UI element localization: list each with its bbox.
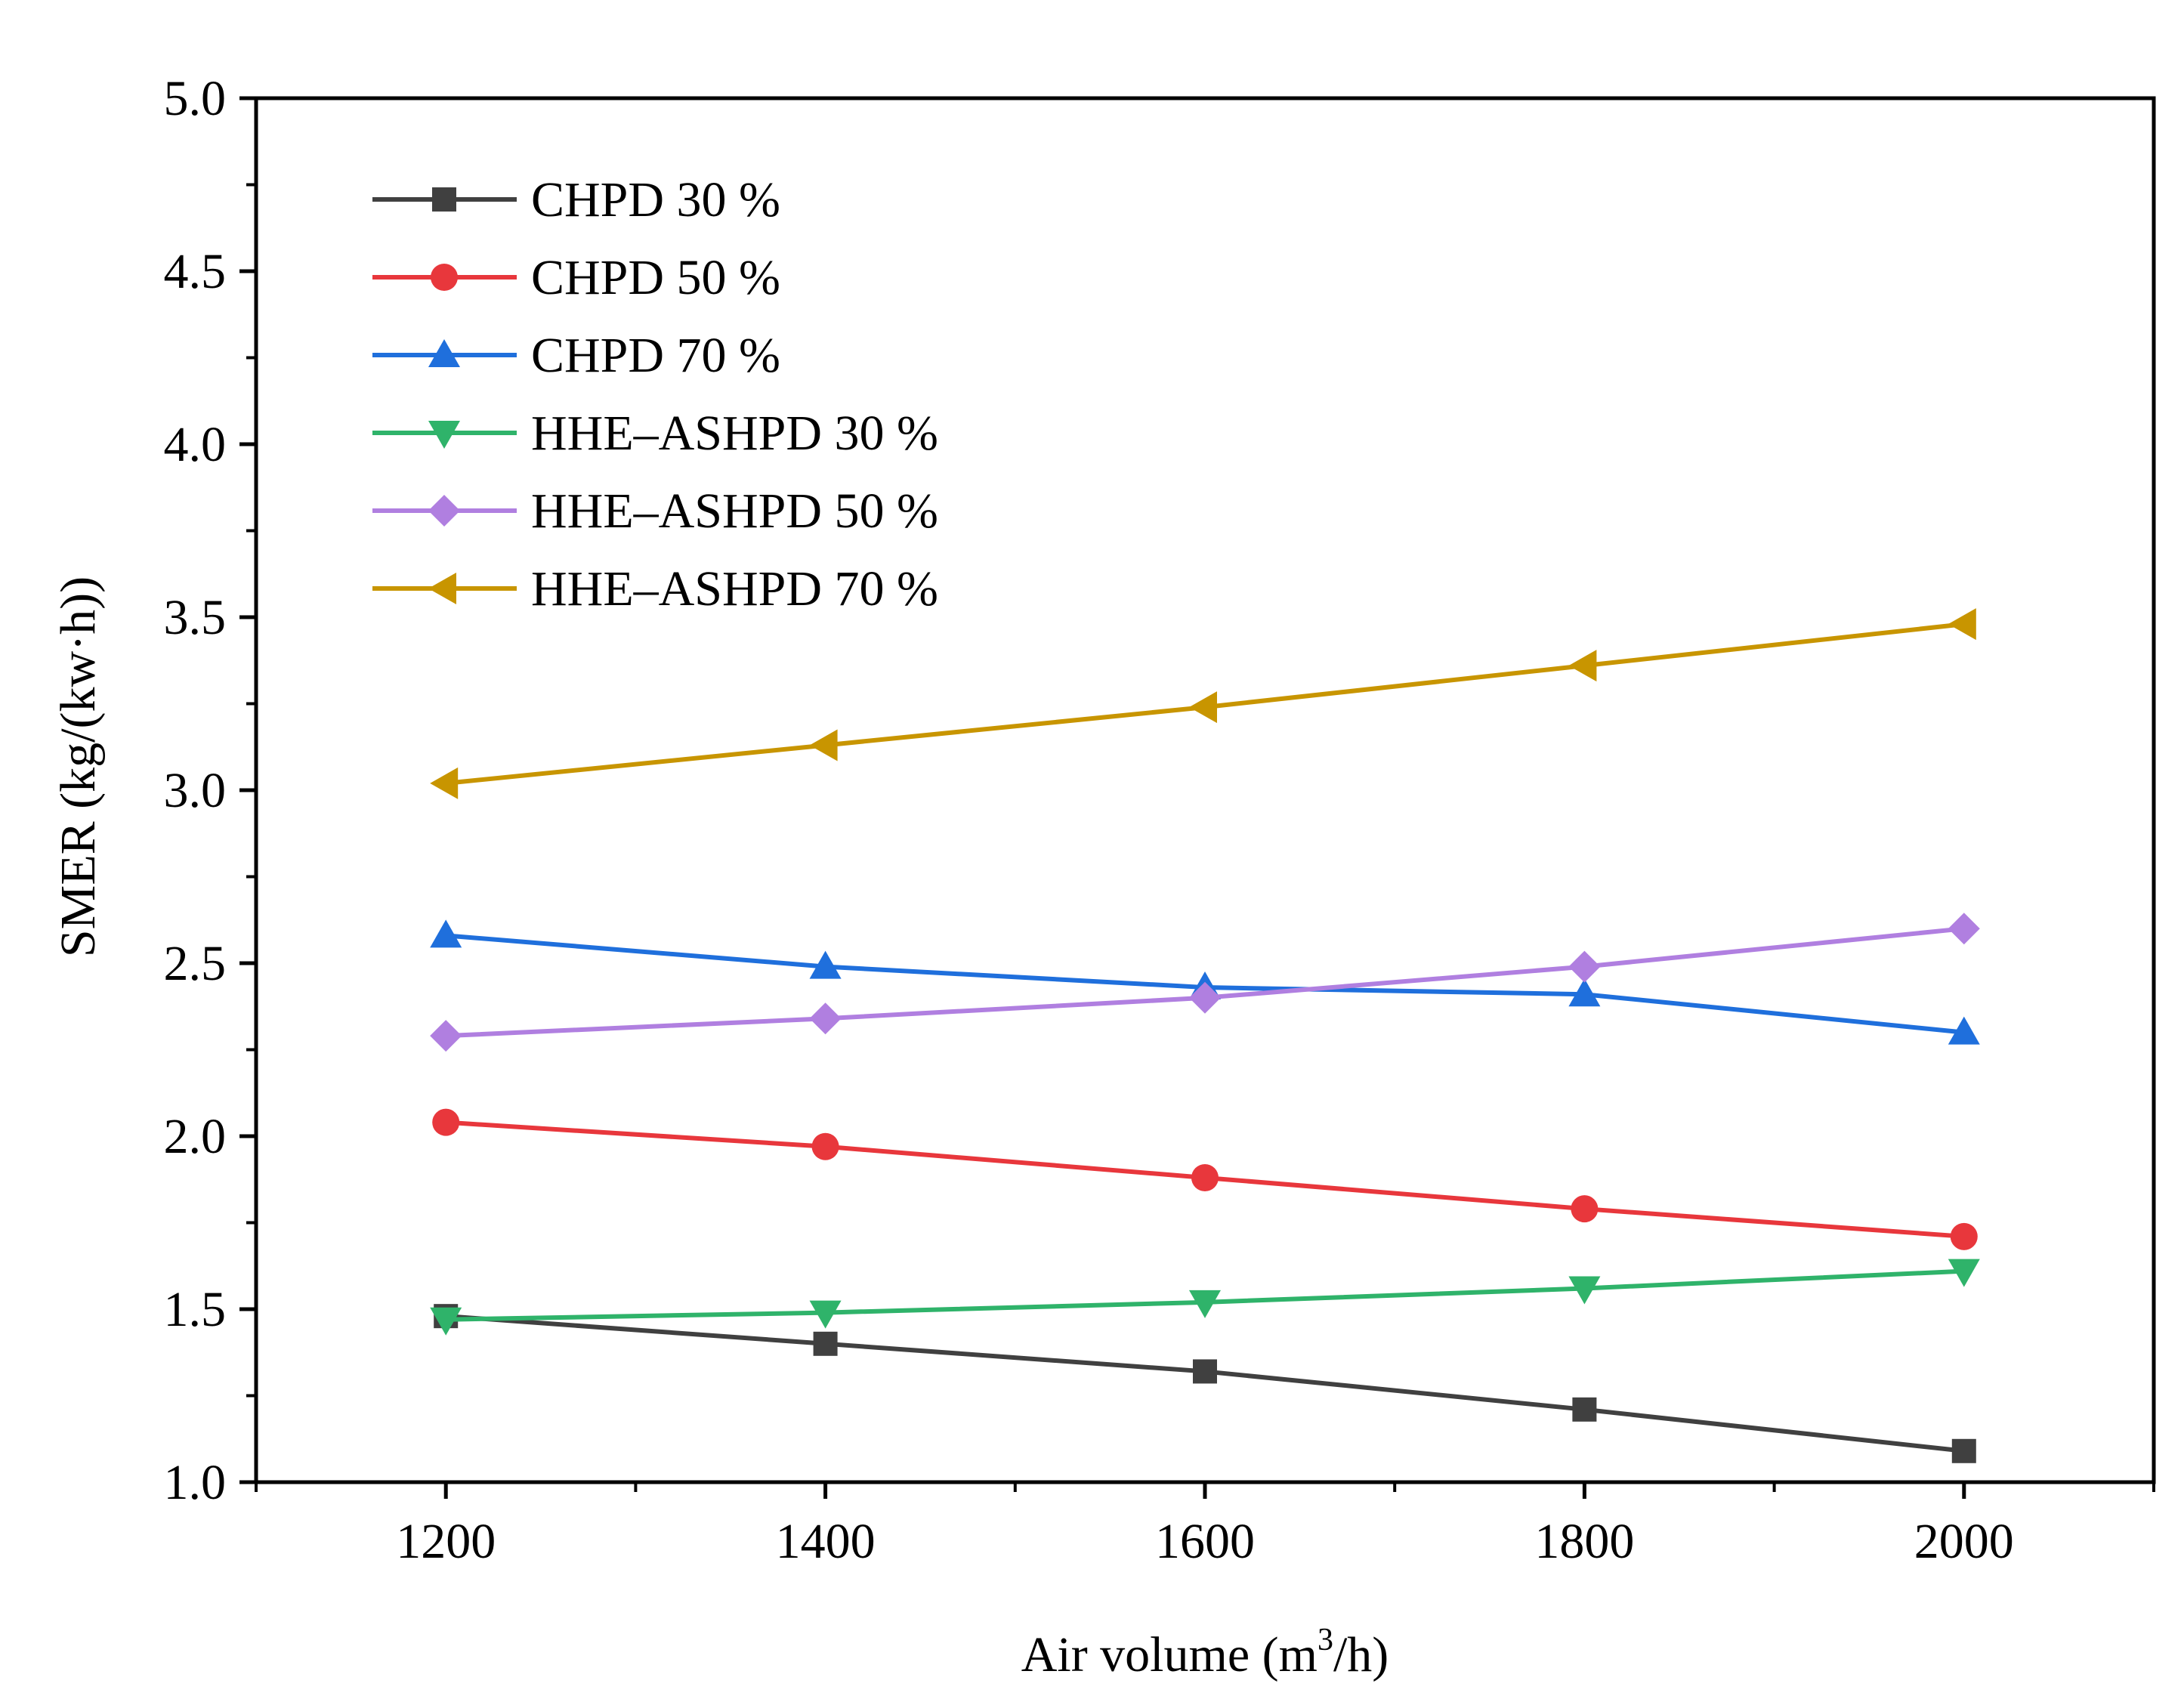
y-tick-label: 2.5: [164, 936, 227, 991]
legend-label: CHPD 30 %: [531, 172, 780, 227]
data-point: [1948, 913, 1980, 945]
x-axis-title: Air volume (m3/h): [1021, 1623, 1389, 1682]
legend-label: CHPD 50 %: [531, 250, 780, 305]
x-tick-label: 1200: [396, 1514, 496, 1569]
data-point: [1571, 1195, 1599, 1223]
x-tick-label: 1600: [1155, 1514, 1255, 1569]
data-point: [1568, 950, 1601, 983]
series-5: [430, 913, 1980, 1052]
data-point: [1951, 1438, 1976, 1463]
y-tick-label: 2.0: [164, 1109, 227, 1164]
data-point: [430, 919, 462, 948]
legend-entry: HHE–ASHPD 30 %: [372, 406, 938, 461]
data-point: [1950, 1222, 1978, 1250]
data-point: [1572, 1397, 1597, 1422]
y-tick-label: 3.5: [164, 590, 227, 645]
data-point: [1948, 1259, 1980, 1287]
data-point: [1189, 691, 1217, 724]
series-1: [434, 1304, 1976, 1463]
data-point: [813, 1331, 838, 1356]
data-point: [809, 1300, 842, 1329]
data-point: [1568, 1276, 1601, 1305]
data-point: [430, 767, 459, 799]
data-point: [1191, 1163, 1219, 1191]
data-point: [1193, 1359, 1217, 1384]
data-point: [1568, 650, 1597, 682]
data-point: [1948, 608, 1976, 641]
y-tick-label: 3.0: [164, 763, 227, 818]
y-axis: 1.0 1.5 2.0 2.5 3.0 3.5 4.0 4.5 5.0: [164, 71, 256, 1510]
legend-marker: [428, 421, 460, 449]
data-point: [809, 950, 842, 979]
data-point: [432, 1108, 460, 1136]
series-6: [430, 608, 1976, 799]
x-tick-label: 1800: [1534, 1514, 1634, 1569]
legend-entry: HHE–ASHPD 70 %: [372, 561, 938, 616]
legend-label: HHE–ASHPD 50 %: [531, 483, 938, 539]
legend-entry: CHPD 50 %: [372, 250, 780, 305]
legend-marker: [428, 495, 460, 527]
x-axis: 1200 1400 1600 1800 2000: [255, 1482, 2155, 1569]
legend-entry: CHPD 30 %: [372, 172, 780, 227]
y-tick-label: 5.0: [164, 71, 227, 126]
data-point: [430, 1020, 462, 1052]
legend-entry: HHE–ASHPD 50 %: [372, 483, 938, 539]
legend-label: HHE–ASHPD 70 %: [531, 561, 938, 616]
data-point: [811, 1132, 839, 1160]
x-tick-label: 1400: [776, 1514, 876, 1569]
x-axis-title-tail: /h): [1333, 1627, 1389, 1682]
data-point: [1568, 978, 1601, 1007]
y-tick-label: 1.0: [164, 1455, 227, 1510]
x-tick-label: 2000: [1914, 1514, 2014, 1569]
legend-label: HHE–ASHPD 30 %: [531, 406, 938, 461]
data-point: [809, 1002, 842, 1035]
data-point: [1189, 981, 1221, 1014]
series-4: [430, 1259, 1980, 1336]
series-line: [445, 1314, 1965, 1453]
x-axis-title-main: Air volume (m: [1021, 1627, 1318, 1682]
data-point: [430, 1307, 462, 1336]
legend-marker: [431, 264, 458, 291]
y-tick-label: 4.5: [164, 244, 227, 299]
legend-marker: [432, 187, 456, 212]
series-2: [432, 1108, 1978, 1250]
y-tick-label: 4.0: [164, 417, 227, 472]
y-axis-title: SMER (kg/(kw·h)): [51, 576, 106, 957]
y-tick-label: 1.5: [164, 1282, 227, 1337]
data-point: [1189, 1290, 1221, 1318]
legend-marker: [428, 573, 456, 604]
legend-entry: CHPD 70 %: [372, 328, 780, 383]
data-point: [809, 729, 838, 761]
legend: CHPD 30 % CHPD 50 % CHPD 70 % HHE–ASHPD 30 …: [372, 172, 938, 616]
data-point: [1948, 1016, 1980, 1045]
legend-label: CHPD 70 %: [531, 328, 780, 383]
legend-marker: [428, 339, 460, 367]
x-axis-title-sup: 3: [1318, 1623, 1333, 1657]
series-layer: [430, 608, 1980, 1463]
